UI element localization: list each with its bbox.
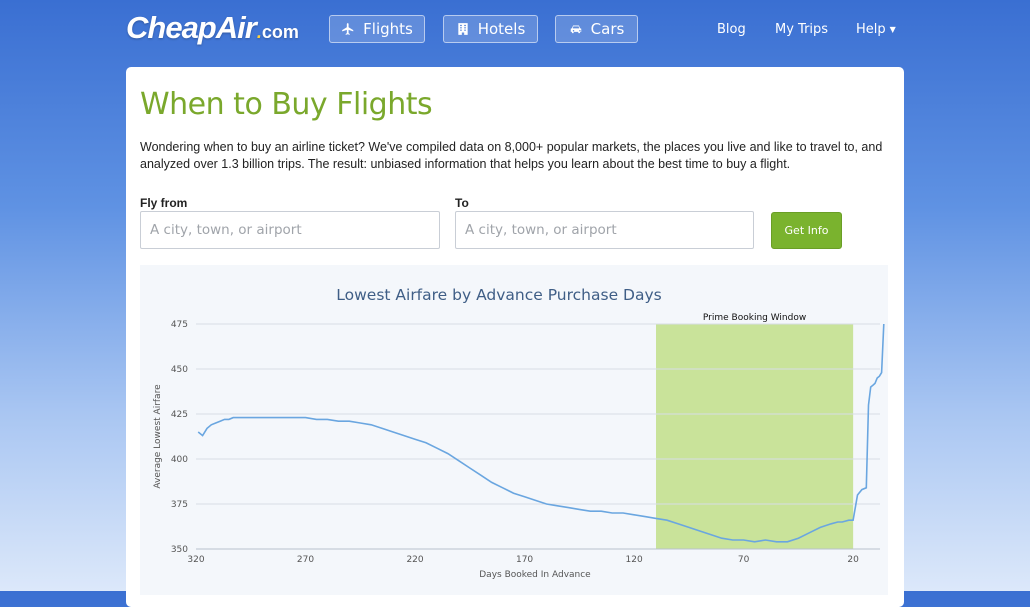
logo-dot: .: [256, 22, 262, 42]
x-tick-label: 320: [187, 555, 204, 565]
nav-cars-label: Cars: [590, 20, 625, 38]
to-input[interactable]: A city, town, or airport: [455, 211, 754, 249]
blog-link[interactable]: Blog: [717, 22, 746, 37]
logo-tld: com: [261, 22, 299, 42]
y-tick-label: 350: [171, 545, 188, 555]
page-description: Wondering when to buy an airline ticket?…: [140, 140, 883, 171]
prime-booking-window-band: [656, 324, 854, 549]
nav-hotels-button[interactable]: Hotels: [443, 15, 538, 43]
logo-wordmark: CheapAir: [126, 10, 257, 45]
get-info-button[interactable]: Get Info: [771, 212, 842, 249]
fly-from-label: Fly from: [140, 196, 188, 210]
y-tick-label: 425: [171, 410, 188, 420]
x-tick-label: 70: [738, 555, 750, 565]
prime-booking-window-label: Prime Booking Window: [703, 313, 806, 323]
building-icon: [458, 23, 468, 35]
airfare-chart: Lowest Airfare by Advance Purchase Days P…: [153, 286, 885, 580]
x-tick-label: 120: [626, 555, 643, 565]
nav-cars-button[interactable]: Cars: [555, 15, 638, 43]
help-label: Help: [856, 22, 886, 37]
page-title: When to Buy Flights: [140, 87, 433, 122]
nav-flights-button[interactable]: Flights: [329, 15, 425, 43]
y-tick-label: 375: [171, 500, 188, 510]
nav-flights-label: Flights: [363, 20, 413, 38]
y-tick-label: 450: [171, 365, 188, 375]
x-axis-label: Days Booked In Advance: [479, 570, 591, 580]
y-axis-label: Average Lowest Airfare: [153, 384, 163, 489]
cheapair-logo[interactable]: CheapAir. com: [126, 10, 299, 50]
airfare-series-line: [197, 323, 885, 543]
y-tick-label: 475: [171, 320, 188, 330]
x-tick-label: 270: [297, 555, 314, 565]
airplane-icon: [342, 23, 354, 35]
fly-from-input[interactable]: A city, town, or airport: [140, 211, 440, 249]
to-label: To: [455, 196, 469, 210]
my-trips-link[interactable]: My Trips: [775, 22, 829, 37]
chart-title: Lowest Airfare by Advance Purchase Days: [336, 286, 661, 304]
y-tick-label: 400: [171, 455, 188, 465]
x-tick-label: 170: [516, 555, 533, 565]
x-tick-label: 220: [406, 555, 423, 565]
nav-hotels-label: Hotels: [477, 20, 526, 38]
x-tick-label: 20: [847, 555, 859, 565]
help-menu-link[interactable]: Help ▼: [856, 22, 896, 37]
caret-down-icon: ▼: [889, 25, 896, 34]
main-card: When to Buy Flights Wondering when to bu…: [126, 67, 904, 607]
chart-panel: Lowest Airfare by Advance Purchase Days P…: [140, 265, 888, 595]
car-icon: [570, 25, 581, 34]
